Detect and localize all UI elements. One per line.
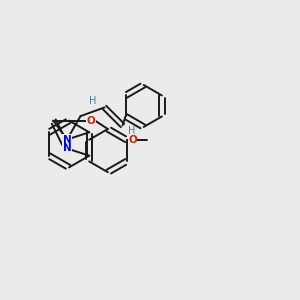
Text: N: N	[63, 143, 71, 154]
Text: O: O	[128, 135, 137, 145]
Text: H: H	[89, 96, 97, 106]
Text: H: H	[128, 126, 135, 136]
Text: N: N	[63, 134, 71, 145]
Text: O: O	[87, 116, 96, 126]
